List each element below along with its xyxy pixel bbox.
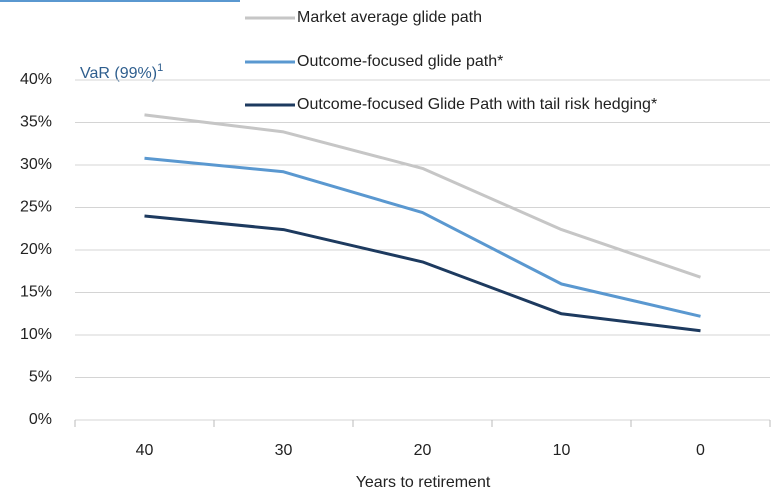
series-line [144, 113, 701, 279]
x-tick-label: 10 [553, 442, 571, 459]
y-tick-label: 15% [20, 284, 52, 301]
x-tick-label: 0 [696, 442, 705, 459]
x-tick-label: 20 [414, 442, 432, 459]
y-axis-label-note: 1 [157, 62, 163, 74]
x-tick-label: 40 [136, 442, 154, 459]
y-axis-label-text: VaR (99%) [80, 65, 157, 82]
x-axis-label: Years to retirement [356, 474, 491, 491]
y-tick-label: 5% [29, 369, 52, 386]
y-tick-label: 25% [20, 199, 52, 216]
x-tick-label: 30 [275, 442, 293, 459]
y-tick-label: 20% [20, 241, 52, 258]
series-line [144, 214, 701, 333]
series-line [144, 156, 701, 318]
y-tick-label: 35% [20, 114, 52, 131]
y-tick-label: 0% [29, 411, 52, 428]
legend-label: Market average glide path [297, 9, 482, 26]
y-tick-label: 10% [20, 326, 52, 343]
legend-label: Outcome-focused Glide Path with tail ris… [297, 96, 657, 113]
y-tick-label: 30% [20, 156, 52, 173]
legend-label: Outcome-focused glide path* [297, 53, 503, 70]
y-axis-label: VaR (99%)1 [80, 62, 163, 82]
y-tick-label: 40% [20, 71, 52, 88]
